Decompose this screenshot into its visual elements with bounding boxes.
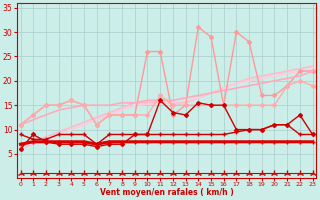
X-axis label: Vent moyen/en rafales ( km/h ): Vent moyen/en rafales ( km/h ) xyxy=(100,188,233,197)
